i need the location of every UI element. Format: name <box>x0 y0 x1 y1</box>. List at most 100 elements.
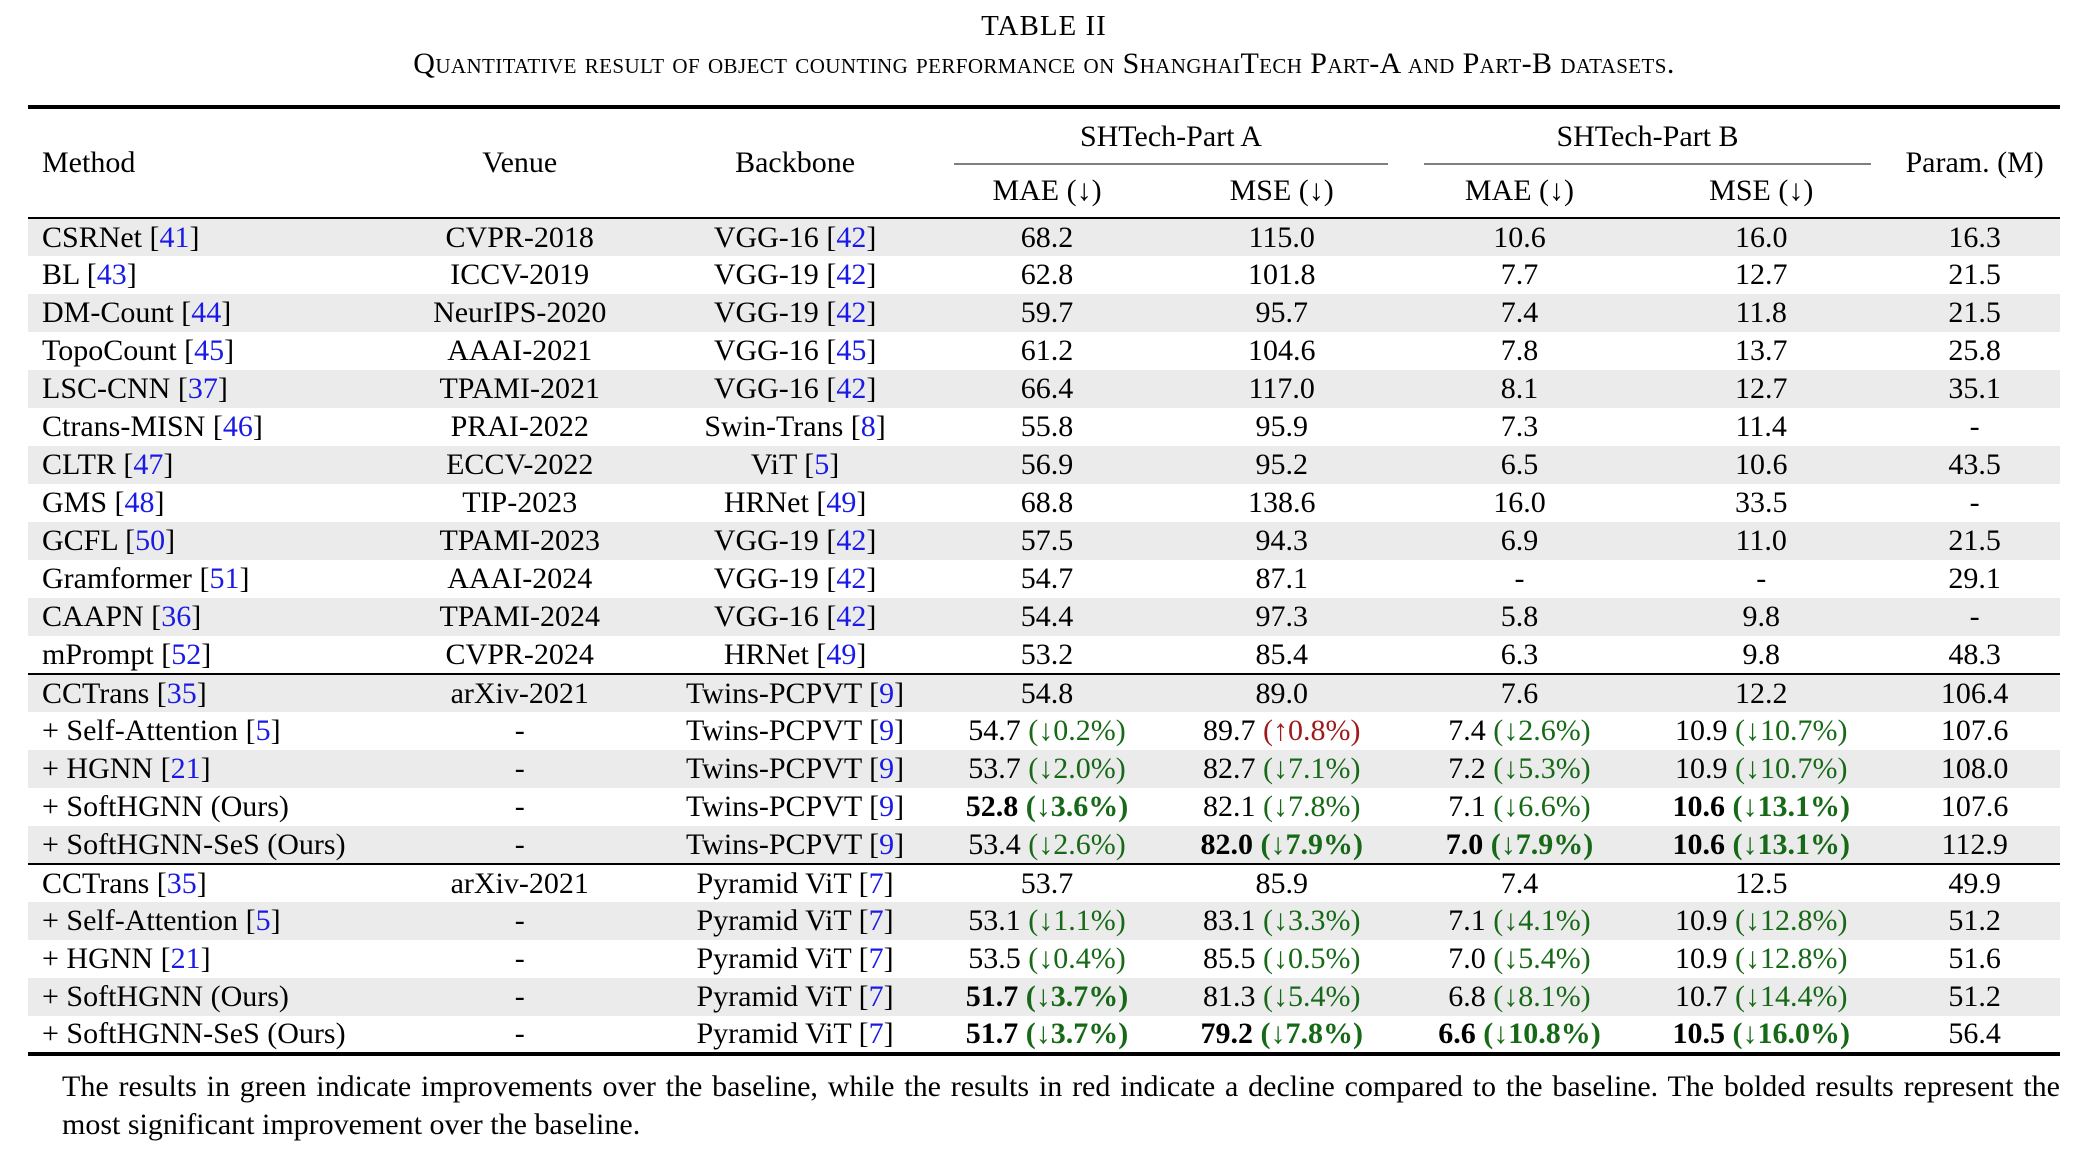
citation-link[interactable]: 41 <box>159 220 190 254</box>
citation-link[interactable]: 42 <box>836 524 867 557</box>
venue-cell: - <box>514 752 525 785</box>
metric-value: 7.0 <box>1448 942 1486 975</box>
param-cell: 21.5 <box>1948 524 2001 557</box>
mae-parta-cell: 68.2 <box>936 218 1157 256</box>
citation-link[interactable]: 42 <box>836 220 867 254</box>
backbone-cell: VGG-19 [42] <box>713 258 877 291</box>
method-cell: + SoftHGNN-SeS (Ours) <box>42 1017 346 1050</box>
metric-value: 87.1 <box>1255 562 1308 595</box>
param-cell: - <box>1969 486 1980 519</box>
mae-partb-cell: 7.3 <box>1406 408 1634 446</box>
citation-link[interactable]: 21 <box>170 942 201 975</box>
citation-link[interactable]: 46 <box>222 410 253 443</box>
citation-link[interactable]: 7 <box>868 1017 884 1050</box>
mae-partb-cell: 6.5 <box>1406 446 1634 484</box>
metric-value: 117.0 <box>1248 372 1315 405</box>
citation-link[interactable]: 45 <box>836 334 867 367</box>
metric-value: 7.8 <box>1500 334 1539 367</box>
citation-link[interactable]: 7 <box>868 980 884 1013</box>
citation-link[interactable]: 42 <box>836 562 867 595</box>
param-cell: 29.1 <box>1948 562 2001 595</box>
metric-value: 52.8 <box>965 790 1019 823</box>
metric-value: 6.3 <box>1500 637 1539 671</box>
mse-parta-cell: 94.3 <box>1158 522 1406 560</box>
citation-link[interactable]: 42 <box>836 372 867 405</box>
venue-cell: TIP-2023 <box>462 486 578 519</box>
mse-partb-cell: 11.8 <box>1633 294 1889 332</box>
param-cell: 21.5 <box>1948 258 2001 291</box>
mae-parta-cell: 54.4 <box>936 598 1157 636</box>
param-cell: 21.5 <box>1948 296 2001 329</box>
mse-partb-cell: 12.2 <box>1633 674 1889 712</box>
citation-link[interactable]: 9 <box>879 714 895 747</box>
metric-value: 6.9 <box>1500 524 1539 557</box>
metric-value: 82.7 <box>1202 752 1256 785</box>
param-cell: 51.6 <box>1948 942 2001 975</box>
citation-link[interactable]: 42 <box>836 296 867 329</box>
col-header-method: Method <box>42 146 136 179</box>
mse-partb-cell: 10.9 (↓12.8%) <box>1633 902 1889 940</box>
metric-delta: (↓3.7%) <box>1025 980 1129 1013</box>
citation-link[interactable]: 49 <box>826 637 857 671</box>
citation-link[interactable]: 44 <box>191 296 222 329</box>
citation-link[interactable]: 35 <box>166 676 197 710</box>
citation-link[interactable]: 52 <box>171 637 202 671</box>
citation-link[interactable]: 9 <box>879 752 895 785</box>
backbone-cell: Pyramid ViT [7] <box>696 904 894 937</box>
col-header-backbone: Backbone <box>735 146 856 179</box>
method-cell: + Self-Attention [5] <box>42 714 281 747</box>
table-row: DM-Count [44] NeurIPS-2020 VGG-19 [42] 59.7… <box>28 294 2060 332</box>
citation-link[interactable]: 9 <box>879 827 895 861</box>
citation-link[interactable]: 36 <box>161 600 192 633</box>
metric-delta: (↓0.4%) <box>1028 942 1126 975</box>
citation-link[interactable]: 50 <box>135 524 166 557</box>
citation-link[interactable]: 35 <box>166 866 197 900</box>
mse-parta-cell: 115.0 <box>1158 218 1406 256</box>
metric-value: 54.4 <box>1020 600 1074 633</box>
citation-link[interactable]: 5 <box>814 448 830 481</box>
metric-value: 51.7 <box>965 1017 1019 1050</box>
citation-link[interactable]: 49 <box>826 486 857 519</box>
metric-delta: (↓13.1%) <box>1732 790 1850 823</box>
citation-link[interactable]: 9 <box>879 676 895 710</box>
citation-link[interactable]: 42 <box>836 600 867 633</box>
metric-value: 54.7 <box>968 714 1021 747</box>
mae-parta-cell: 53.7 <box>936 864 1157 902</box>
citation-link[interactable]: 21 <box>170 752 201 785</box>
citation-link[interactable]: 7 <box>868 904 884 937</box>
metric-delta: (↓3.7%) <box>1025 1017 1129 1050</box>
citation-link[interactable]: 51 <box>209 562 240 595</box>
citation-link[interactable]: 48 <box>124 486 155 519</box>
mse-parta-cell: 95.2 <box>1158 446 1406 484</box>
metric-value: 5.8 <box>1500 600 1539 633</box>
mae-parta-cell: 54.7 (↓0.2%) <box>936 712 1157 750</box>
metric-value: 11.4 <box>1735 410 1787 443</box>
table-row: CAAPN [36] TPAMI-2024 VGG-16 [42] 54.4 97.3 5… <box>28 598 2060 636</box>
citation-link[interactable]: 42 <box>836 258 867 291</box>
metric-value: 13.7 <box>1735 334 1788 367</box>
metric-delta: (↓16.0%) <box>1732 1017 1850 1050</box>
param-cell: 56.4 <box>1948 1017 2001 1050</box>
metric-delta: (↓7.8%) <box>1260 1017 1363 1050</box>
citation-link[interactable]: 7 <box>868 866 884 900</box>
metric-value: 56.9 <box>1020 448 1074 481</box>
metric-value: 16.0 <box>1493 486 1546 519</box>
citation-link[interactable]: 47 <box>133 448 164 481</box>
table-row: + Self-Attention [5] - Twins-PCPVT [9] 54.7… <box>28 712 2060 750</box>
table-footnote: The results in green indicate improvemen… <box>62 1070 2060 1142</box>
metric-delta: (↓10.7%) <box>1735 714 1848 747</box>
citation-link[interactable]: 37 <box>187 372 218 405</box>
venue-cell: arXiv-2021 <box>450 676 589 710</box>
citation-link[interactable]: 43 <box>96 258 127 291</box>
metric-value: 7.3 <box>1500 410 1539 443</box>
metric-value: 10.9 <box>1675 942 1728 975</box>
citation-link[interactable]: 9 <box>879 790 895 823</box>
citation-link[interactable]: 45 <box>194 334 225 367</box>
citation-link[interactable]: 5 <box>255 904 271 937</box>
table-section-3: CCTrans [35] arXiv-2021 Pyramid ViT [7] 53.… <box>28 864 2060 1054</box>
results-table: Method Venue Backbone SHTech-Part A SHTe… <box>28 105 2060 1056</box>
citation-link[interactable]: 5 <box>255 714 271 747</box>
mae-partb-cell: 7.6 <box>1406 674 1634 712</box>
citation-link[interactable]: 7 <box>868 942 884 975</box>
citation-link[interactable]: 8 <box>860 410 876 443</box>
